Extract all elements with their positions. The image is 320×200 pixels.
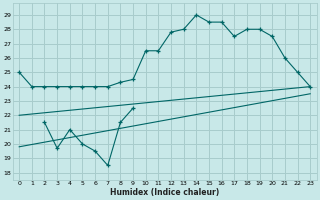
X-axis label: Humidex (Indice chaleur): Humidex (Indice chaleur): [110, 188, 219, 197]
